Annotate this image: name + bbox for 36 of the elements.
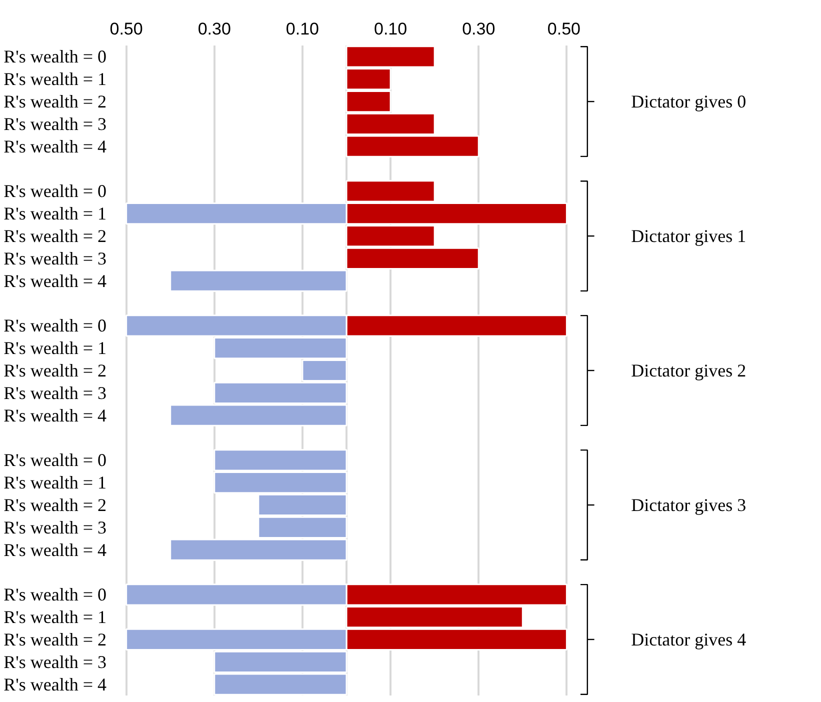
y-tick-label: R's wealth = 3 [4,652,107,672]
y-tick-label: R's wealth = 1 [4,69,107,90]
y-tick-label: R's wealth = 2 [4,494,107,515]
y-tick-label: R's wealth = 2 [4,360,107,380]
x-tick-label: 0.30 [198,20,231,38]
y-tick-label: R's wealth = 4 [4,136,107,156]
y-tick-label: R's wealth = 2 [4,226,107,246]
y-tick-label: R's wealth = 4 [4,405,107,426]
x-tick-label: 0.10 [286,20,320,38]
y-tick-label: R's wealth = 3 [4,517,107,538]
y-tick-label: R's wealth = 1 [4,204,107,224]
y-tick-label: R's wealth = 1 [4,338,107,358]
y-tick-label: R's wealth = 0 [4,584,107,605]
x-tick-label: 0.50 [110,20,143,38]
text: Dictator gives 2 [631,360,746,380]
text: Dictator gives 3 [631,494,746,515]
y-tick-label: R's wealth = 3 [4,248,107,268]
y-tick-label: R's wealth = 0 [4,46,107,67]
y-tick-label: R's wealth = 2 [4,92,107,112]
y-tick-label: R's wealth = 2 [4,629,107,650]
text: Dictator gives 0 [631,92,746,112]
text: Dictator gives 4 [631,629,746,650]
y-tick-label: R's wealth = 4 [4,270,107,291]
y-tick-label: R's wealth = 4 [4,674,107,694]
y-tick-label: R's wealth = 1 [4,472,107,493]
y-tick-label: R's wealth = 0 [4,316,107,336]
y-tick-label: R's wealth = 0 [4,181,107,202]
y-tick-label: R's wealth = 0 [4,450,107,470]
x-tick-label: 0.10 [374,20,408,38]
text: Dictator gives 1 [631,226,746,246]
x-tick-label: 0.30 [462,20,496,38]
y-tick-label: R's wealth = 4 [4,540,107,560]
y-tick-label: R's wealth = 3 [4,382,107,403]
x-tick-label: 0.50 [547,20,581,38]
y-tick-label: R's wealth = 1 [4,607,107,628]
y-tick-label: R's wealth = 3 [4,114,107,134]
